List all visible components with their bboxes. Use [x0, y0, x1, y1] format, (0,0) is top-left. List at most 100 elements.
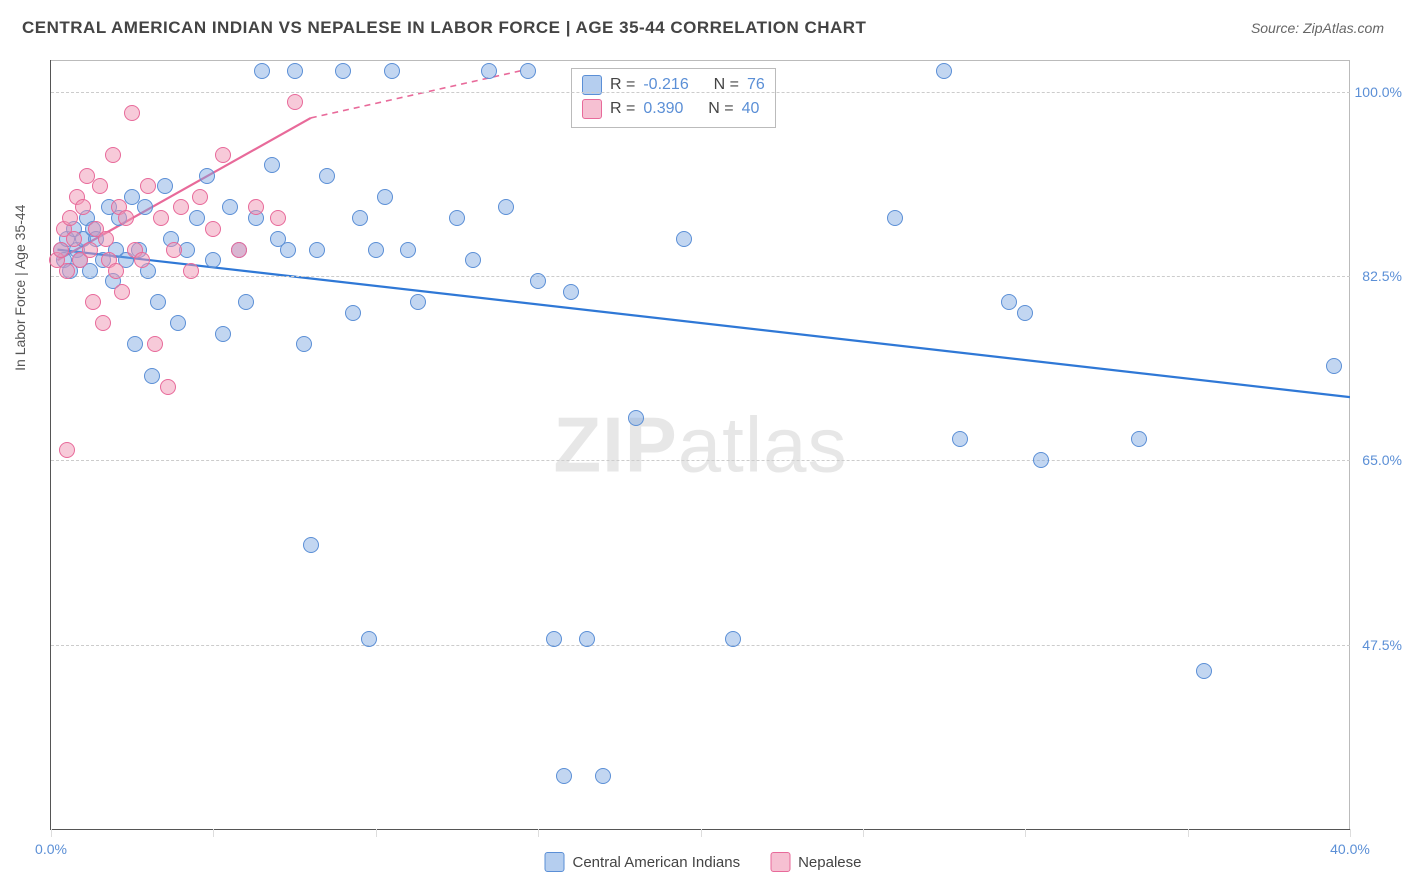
scatter-point	[361, 631, 377, 647]
watermark-atlas: atlas	[678, 400, 848, 488]
scatter-point	[108, 263, 124, 279]
scatter-point	[150, 294, 166, 310]
scatter-point	[309, 242, 325, 258]
grid-line	[51, 645, 1350, 646]
n-label: N =	[714, 73, 739, 97]
legend-swatch-icon	[545, 852, 565, 872]
x-tick	[701, 829, 702, 837]
grid-line	[51, 92, 1350, 93]
scatter-point	[303, 537, 319, 553]
scatter-point	[1033, 452, 1049, 468]
x-tick	[51, 829, 52, 837]
scatter-point	[140, 178, 156, 194]
header: CENTRAL AMERICAN INDIAN VS NEPALESE IN L…	[22, 18, 1384, 38]
scatter-point	[59, 442, 75, 458]
bottom-legend: Central American Indians Nepalese	[545, 852, 862, 872]
grid-line	[51, 276, 1350, 277]
scatter-point	[118, 210, 134, 226]
scatter-point	[59, 263, 75, 279]
legend-item: Nepalese	[770, 852, 861, 872]
scatter-point	[105, 147, 121, 163]
scatter-point	[95, 315, 111, 331]
scatter-point	[481, 63, 497, 79]
chart-title: CENTRAL AMERICAN INDIAN VS NEPALESE IN L…	[22, 18, 866, 38]
scatter-point	[352, 210, 368, 226]
y-tick-label: 100.0%	[1355, 84, 1402, 100]
scatter-point	[199, 168, 215, 184]
scatter-point	[238, 294, 254, 310]
scatter-point	[1196, 663, 1212, 679]
scatter-point	[183, 263, 199, 279]
scatter-point	[287, 63, 303, 79]
n-value: 40	[742, 97, 760, 121]
legend-swatch-icon	[582, 99, 602, 119]
scatter-point	[248, 199, 264, 215]
x-tick	[1350, 829, 1351, 837]
r-label: R =	[610, 97, 635, 121]
scatter-point	[231, 242, 247, 258]
scatter-point	[92, 178, 108, 194]
scatter-point	[676, 231, 692, 247]
x-tick	[1188, 829, 1189, 837]
scatter-point	[205, 252, 221, 268]
scatter-point	[530, 273, 546, 289]
scatter-point	[287, 94, 303, 110]
x-tick	[538, 829, 539, 837]
scatter-point	[215, 147, 231, 163]
scatter-point	[410, 294, 426, 310]
scatter-point	[264, 157, 280, 173]
scatter-point	[345, 305, 361, 321]
scatter-point	[368, 242, 384, 258]
scatter-point	[166, 242, 182, 258]
legend-label: Central American Indians	[573, 854, 741, 871]
n-value: 76	[747, 73, 765, 97]
scatter-point	[66, 231, 82, 247]
scatter-point	[1131, 431, 1147, 447]
r-value: 0.390	[643, 97, 683, 121]
scatter-point	[546, 631, 562, 647]
scatter-point	[127, 336, 143, 352]
legend-row: R = -0.216 N = 76	[582, 73, 765, 97]
r-label: R =	[610, 73, 635, 97]
scatter-point	[173, 199, 189, 215]
scatter-point	[222, 199, 238, 215]
scatter-point	[62, 210, 78, 226]
scatter-point	[170, 315, 186, 331]
scatter-point	[1001, 294, 1017, 310]
scatter-point	[377, 189, 393, 205]
scatter-point	[254, 63, 270, 79]
scatter-point	[53, 242, 69, 258]
scatter-point	[280, 242, 296, 258]
scatter-point	[98, 231, 114, 247]
scatter-point	[192, 189, 208, 205]
scatter-point	[628, 410, 644, 426]
legend-swatch-icon	[770, 852, 790, 872]
scatter-point	[144, 368, 160, 384]
source-label: Source: ZipAtlas.com	[1251, 20, 1384, 36]
trend-lines	[51, 60, 1350, 829]
n-label: N =	[708, 97, 733, 121]
scatter-point	[1326, 358, 1342, 374]
scatter-point	[215, 326, 231, 342]
watermark: ZIPatlas	[553, 399, 847, 490]
scatter-point	[1017, 305, 1033, 321]
scatter-point	[205, 221, 221, 237]
legend-row: R = 0.390 N = 40	[582, 97, 765, 121]
scatter-point	[725, 631, 741, 647]
scatter-point	[400, 242, 416, 258]
scatter-point	[579, 631, 595, 647]
scatter-point	[498, 199, 514, 215]
scatter-point	[75, 199, 91, 215]
scatter-point	[296, 336, 312, 352]
scatter-point	[887, 210, 903, 226]
scatter-point	[160, 379, 176, 395]
scatter-point	[85, 294, 101, 310]
scatter-point	[335, 63, 351, 79]
legend-label: Nepalese	[798, 854, 861, 871]
scatter-point	[189, 210, 205, 226]
x-tick	[1025, 829, 1026, 837]
scatter-point	[153, 210, 169, 226]
scatter-point	[563, 284, 579, 300]
x-tick	[863, 829, 864, 837]
scatter-point	[147, 336, 163, 352]
